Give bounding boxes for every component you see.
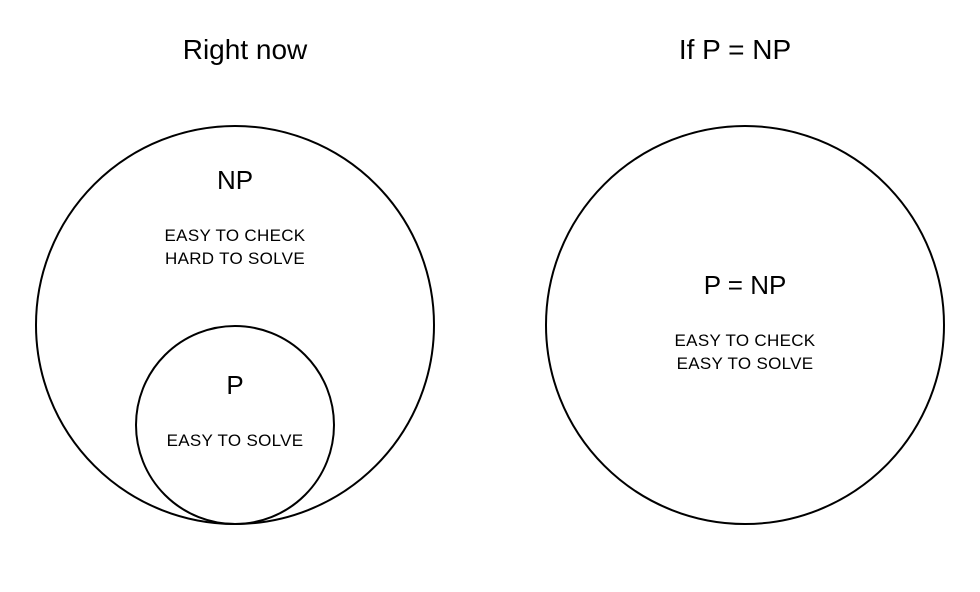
p-eq-np-subtext-line2: EASY TO SOLVE [675,353,816,376]
left-title: Right now [183,34,308,66]
p-label: P [226,370,243,401]
p-eq-np-subtext: EASY TO CHECK EASY TO SOLVE [675,330,816,376]
np-subtext-line2: HARD TO SOLVE [165,248,306,271]
p-inner-circle [135,325,335,525]
p-eq-np-label: P = NP [704,270,787,301]
panel-if-p-eq-np: If P = NP P = NP EASY TO CHECK EASY TO S… [490,0,980,592]
np-subtext-line1: EASY TO CHECK [165,225,306,248]
panel-right-now: Right now NP EASY TO CHECK HARD TO SOLVE… [0,0,490,592]
np-label: NP [217,165,253,196]
p-eq-np-circle [545,125,945,525]
p-subtext: EASY TO SOLVE [167,430,304,453]
np-subtext: EASY TO CHECK HARD TO SOLVE [165,225,306,271]
p-eq-np-subtext-line1: EASY TO CHECK [675,330,816,353]
right-title: If P = NP [679,34,791,66]
